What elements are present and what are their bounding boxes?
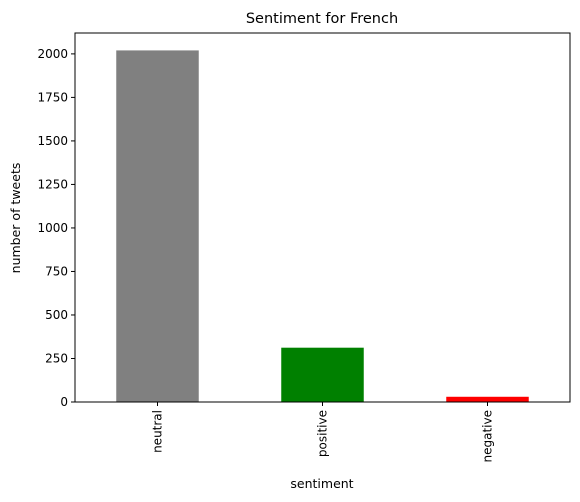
- y-tick-label: 1750: [37, 90, 68, 104]
- bar-positive: [281, 347, 364, 402]
- y-axis-label: number of tweets: [8, 163, 23, 274]
- bar-neutral: [116, 50, 199, 402]
- y-tick-label: 750: [45, 264, 68, 278]
- y-tick-label: 250: [45, 351, 68, 365]
- plot-frame: [74, 32, 571, 403]
- x-axis-label: sentiment: [290, 476, 353, 491]
- y-tick-label: 1500: [37, 134, 68, 148]
- chart-title: Sentiment for French: [246, 11, 398, 27]
- bars-group: [116, 50, 529, 402]
- y-tick-label: 1250: [37, 177, 68, 191]
- y-tick-label: 0: [60, 395, 68, 409]
- x-tick-label-negative: negative: [481, 410, 495, 462]
- y-tick-label: 500: [45, 308, 68, 322]
- x-axis-ticks: neutral positive negative: [151, 402, 495, 462]
- y-axis-ticks: 0 250 500 750 1000 1250 1500 1750 2000: [37, 47, 75, 409]
- bar-negative: [446, 396, 529, 402]
- x-tick-label-positive: positive: [316, 410, 330, 457]
- y-tick-label: 2000: [37, 47, 68, 61]
- y-tick-label: 1000: [37, 221, 68, 235]
- x-tick-label-neutral: neutral: [151, 410, 165, 453]
